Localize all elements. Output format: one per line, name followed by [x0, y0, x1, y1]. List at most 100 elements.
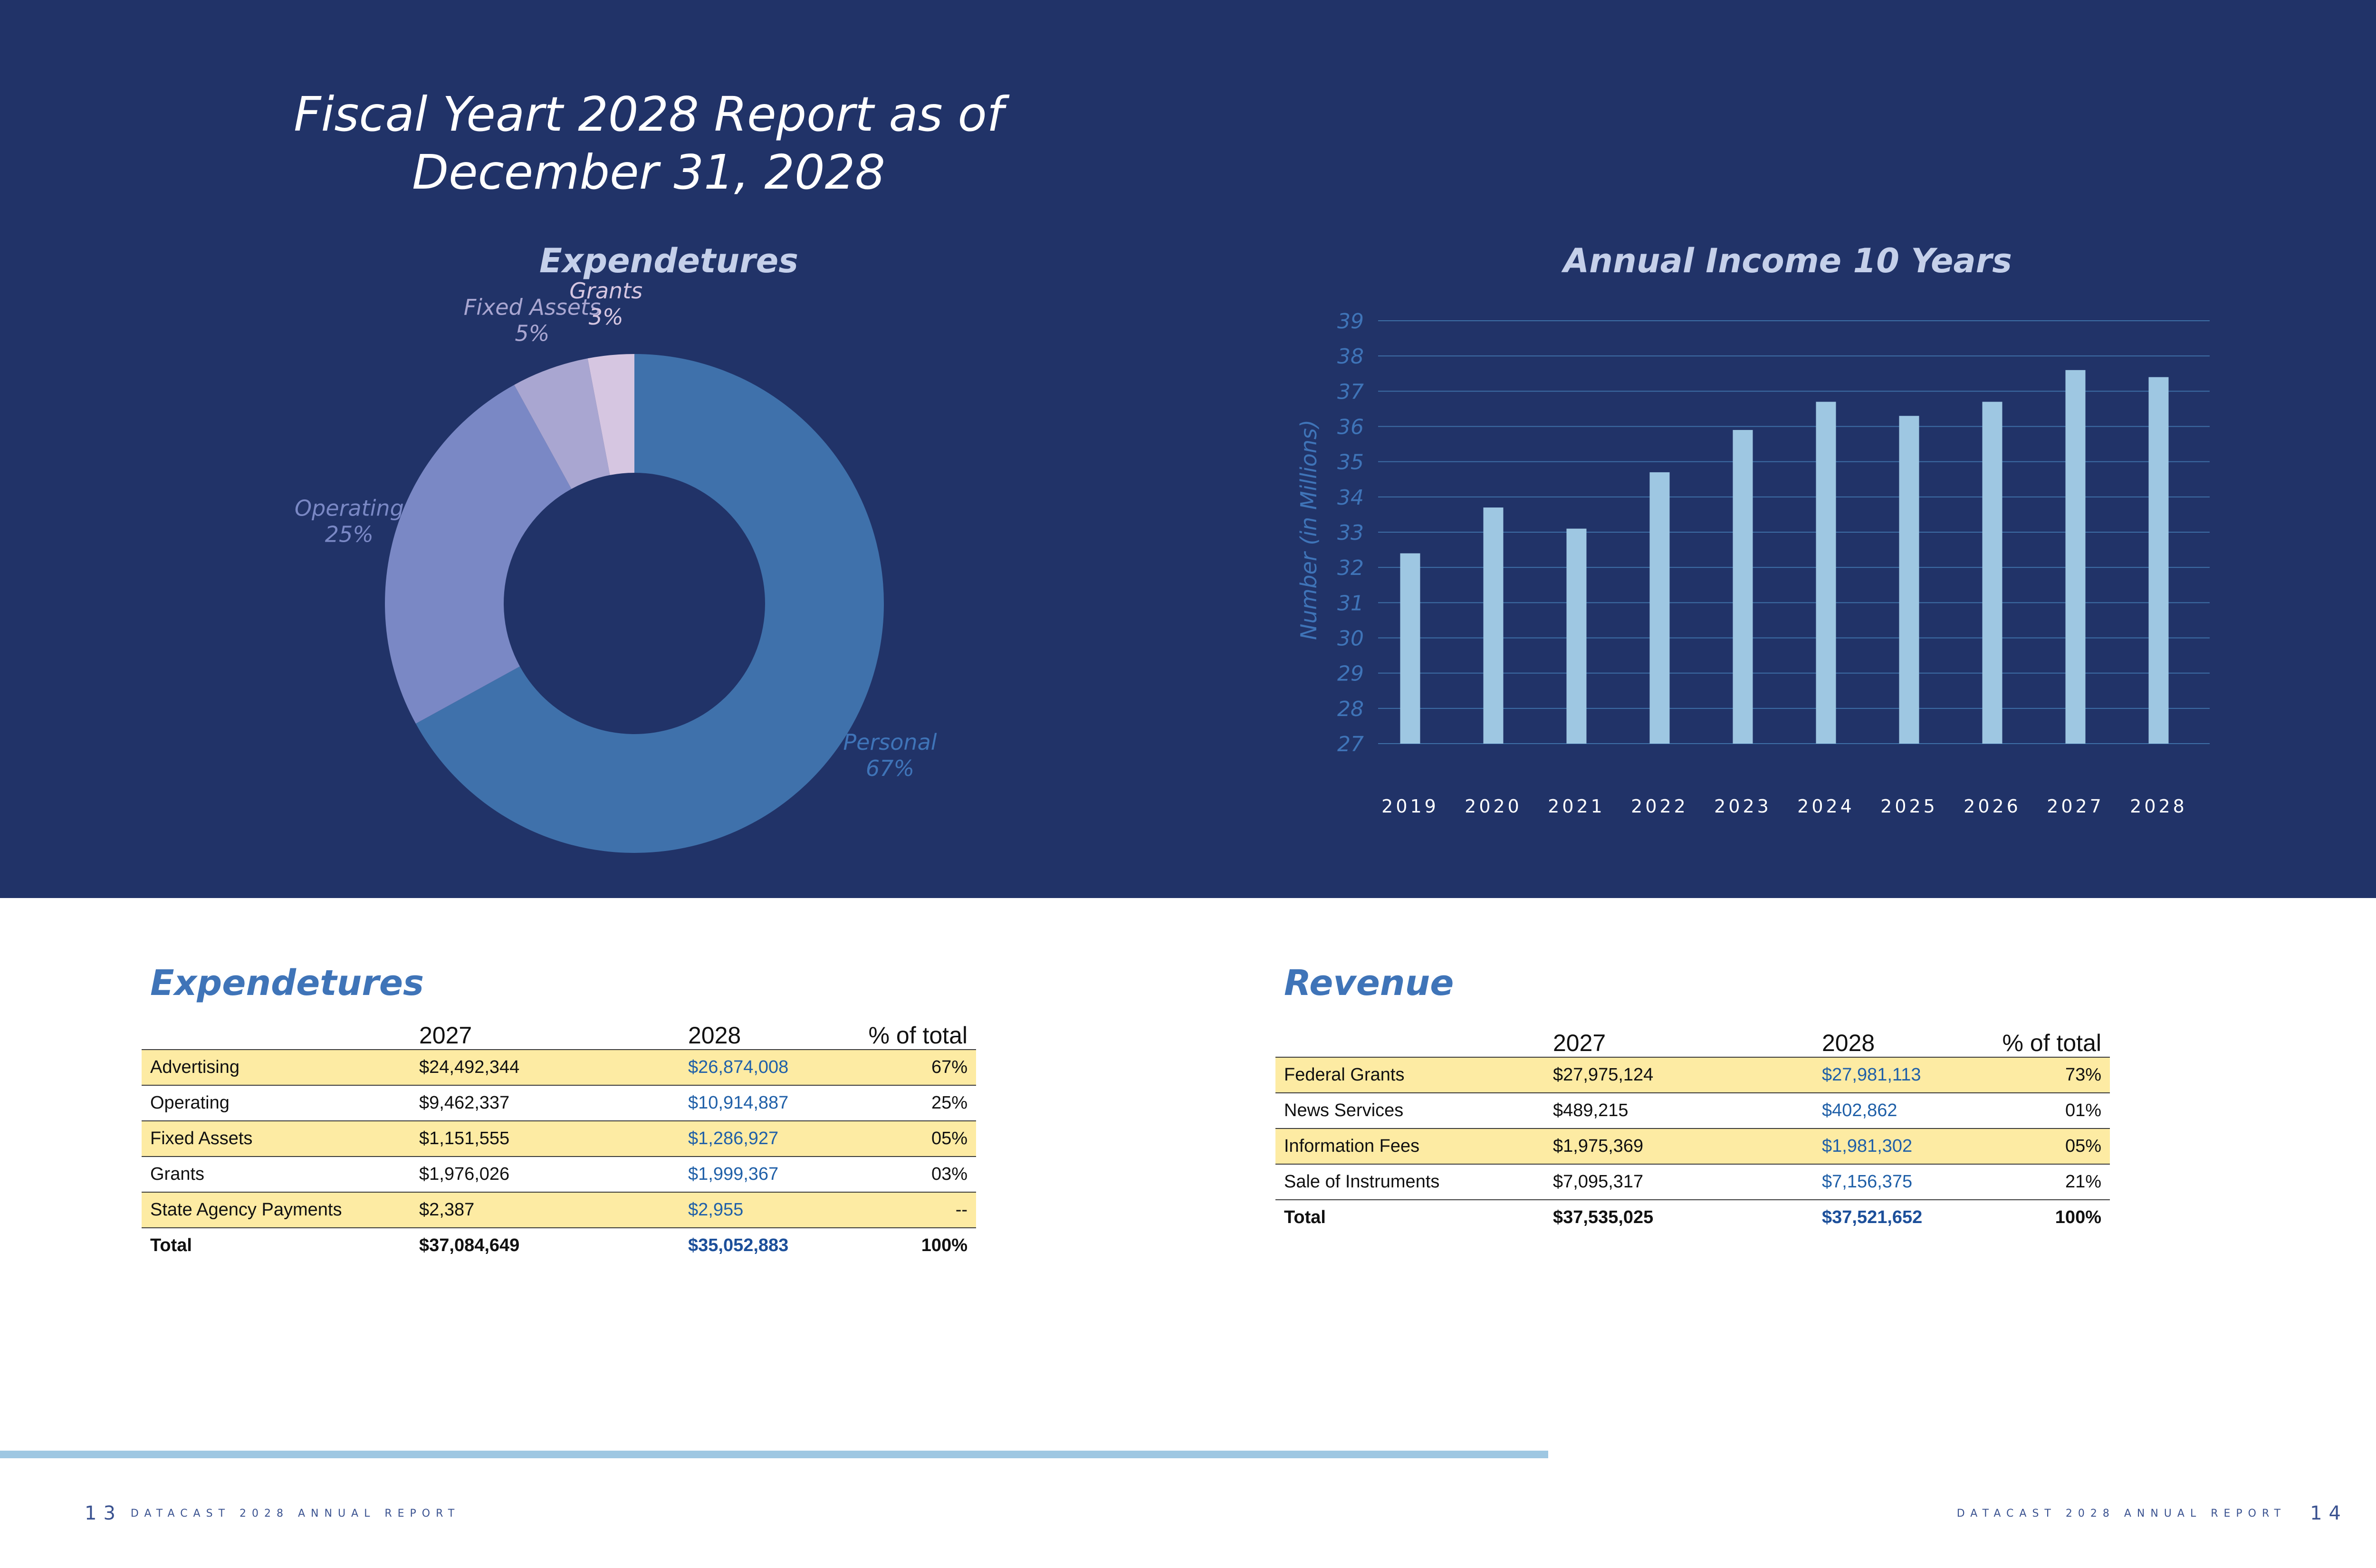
- cell-y2028: $402,862: [1813, 1092, 1982, 1128]
- cell-y2027: $489,215: [1544, 1092, 1813, 1128]
- revenue-row: Information Fees $1,975,369 $1,981,302 05%: [1275, 1128, 2110, 1164]
- cell-pct: 100%: [1982, 1199, 2110, 1235]
- footer-right: DATACAST 2028 ANNUAL REPORT 14: [1957, 1502, 2347, 1524]
- y-tick-label: 28: [1337, 697, 1364, 721]
- column-header: 2028: [680, 1012, 848, 1050]
- y-tick-label: 35: [1337, 450, 1364, 475]
- annual-income-bar-chart: 27 28 29 30 31 32 33 34 35 36 37 38 39 2019 2020 2021 2…: [1296, 309, 2210, 817]
- y-tick-label: 30: [1337, 627, 1364, 651]
- cell-y2028: $10,914,887: [680, 1085, 848, 1121]
- cell-y2028: $7,156,375: [1813, 1164, 1982, 1200]
- cell-y2028: $1,999,367: [680, 1156, 848, 1192]
- y-tick-label: 37: [1337, 380, 1364, 404]
- bar-2022: [1649, 472, 1670, 744]
- expenditure-row: Operating $9,462,337 $10,914,887 25%: [142, 1085, 976, 1121]
- bar-2027: [2065, 370, 2086, 744]
- cell-pct: 100%: [848, 1227, 976, 1263]
- cell-y2028: $2,955: [680, 1192, 848, 1228]
- x-tick-label: 2024: [1797, 796, 1855, 817]
- cell-y2028: $1,286,927: [680, 1120, 848, 1157]
- donut-label: Fixed Assets: [464, 295, 601, 320]
- cell-pct: --: [848, 1192, 976, 1228]
- cell-y2027: $7,095,317: [1544, 1164, 1813, 1200]
- x-tick-label: 2028: [2130, 796, 2187, 817]
- column-header: [1275, 1020, 1544, 1058]
- column-header: % of total: [1982, 1020, 2110, 1058]
- table-header-row: 2027 2028 % of total: [1275, 1020, 2110, 1058]
- cell-pct: 25%: [848, 1085, 976, 1121]
- cell-pct: 03%: [848, 1156, 976, 1192]
- cell-y2028: $27,981,113: [1813, 1057, 1982, 1093]
- x-tick-label: 2022: [1631, 796, 1688, 817]
- revenue-row: News Services $489,215 $402,862 01%: [1275, 1092, 2110, 1128]
- cell-label: Information Fees: [1275, 1128, 1544, 1164]
- cell-pct: 73%: [1982, 1057, 2110, 1093]
- column-header: 2027: [411, 1012, 680, 1050]
- x-tick-label: 2021: [1548, 796, 1605, 817]
- total-row: Total $37,084,649 $35,052,883 100%: [142, 1227, 976, 1263]
- y-tick-label: 32: [1337, 556, 1364, 580]
- y-tick-label: 27: [1337, 732, 1364, 756]
- cell-pct: 05%: [848, 1120, 976, 1157]
- bar-2019: [1400, 553, 1420, 744]
- y-tick-label: 31: [1337, 591, 1364, 615]
- donut-label: Operating: [295, 496, 404, 521]
- x-tick-label: 2019: [1381, 796, 1439, 817]
- footer-text-right: DATACAST 2028 ANNUAL REPORT: [1956, 1507, 2287, 1520]
- bar-2025: [1899, 416, 1919, 744]
- cell-pct: 67%: [848, 1049, 976, 1085]
- x-tick-label: 2027: [2047, 796, 2104, 817]
- cell-y2027: $37,084,649: [411, 1227, 680, 1263]
- y-tick-label: 34: [1337, 486, 1364, 510]
- y-tick-label: 36: [1337, 415, 1364, 440]
- x-tick-label: 2025: [1880, 796, 1938, 817]
- donut-label: Grants: [569, 278, 642, 304]
- expenditures-table-title: Expendetures: [150, 963, 424, 1004]
- expenditure-row: Advertising $24,492,344 $26,874,008 67%: [142, 1049, 976, 1085]
- column-header: 2027: [1544, 1020, 1813, 1058]
- bar-2023: [1733, 430, 1753, 744]
- header-banner: [0, 0, 2376, 898]
- revenue-row: Federal Grants $27,975,124 $27,981,113 73%: [1275, 1057, 2110, 1093]
- cell-pct: 05%: [1982, 1128, 2110, 1164]
- column-header: % of total: [848, 1012, 976, 1050]
- table-header-row: 2027 2028 % of total: [142, 1012, 976, 1050]
- bar-2028: [2148, 377, 2169, 744]
- x-tick-label: 2020: [1465, 796, 1522, 817]
- cell-label: Sale of Instruments: [1275, 1164, 1544, 1200]
- page-number-right: 14: [2310, 1502, 2347, 1524]
- bar-y-axis-label: Number (in Millions): [1296, 420, 1322, 640]
- donut-pct-label: 5%: [515, 321, 549, 346]
- cell-y2028: $37,521,652: [1813, 1199, 1982, 1235]
- donut-slice-grants: [587, 354, 634, 475]
- donut-pct-label: 3%: [589, 304, 623, 330]
- expenditure-row: Grants $1,976,026 $1,999,367 03%: [142, 1156, 976, 1192]
- footer-rule: [0, 1451, 1548, 1458]
- cell-y2027: $27,975,124: [1544, 1057, 1813, 1093]
- bar-2020: [1483, 507, 1504, 744]
- bar-2024: [1816, 402, 1836, 744]
- footer-left: 13 DATACAST 2028 ANNUAL REPORT: [85, 1502, 460, 1524]
- total-row: Total $37,535,025 $37,521,652 100%: [1275, 1199, 2110, 1235]
- y-tick-label: 38: [1337, 344, 1364, 369]
- cell-label: Grants: [142, 1156, 411, 1192]
- cell-label: Advertising: [142, 1049, 411, 1085]
- column-header: 2028: [1813, 1020, 1982, 1058]
- expenditures-table: 2027 2028 % of total Advertising $24,492,…: [142, 1012, 976, 1263]
- donut-slice-operating: [385, 384, 572, 724]
- cell-y2027: $1,975,369: [1544, 1128, 1813, 1164]
- cell-y2028: $1,981,302: [1813, 1128, 1982, 1164]
- footer-text-left: DATACAST 2028 ANNUAL REPORT: [130, 1507, 460, 1520]
- cell-label: Operating: [142, 1085, 411, 1121]
- cell-y2027: $2,387: [411, 1192, 680, 1228]
- cell-pct: 21%: [1982, 1164, 2110, 1200]
- page-number-left: 13: [85, 1502, 122, 1524]
- y-tick-label: 33: [1337, 521, 1364, 545]
- cell-y2027: $1,151,555: [411, 1120, 680, 1157]
- bar-2021: [1566, 528, 1587, 744]
- cell-y2028: $35,052,883: [680, 1227, 848, 1263]
- revenue-row: Sale of Instruments $7,095,317 $7,156,375 2…: [1275, 1164, 2110, 1200]
- y-tick-label: 29: [1337, 662, 1364, 686]
- donut-chart-title: Expendetures: [539, 241, 798, 280]
